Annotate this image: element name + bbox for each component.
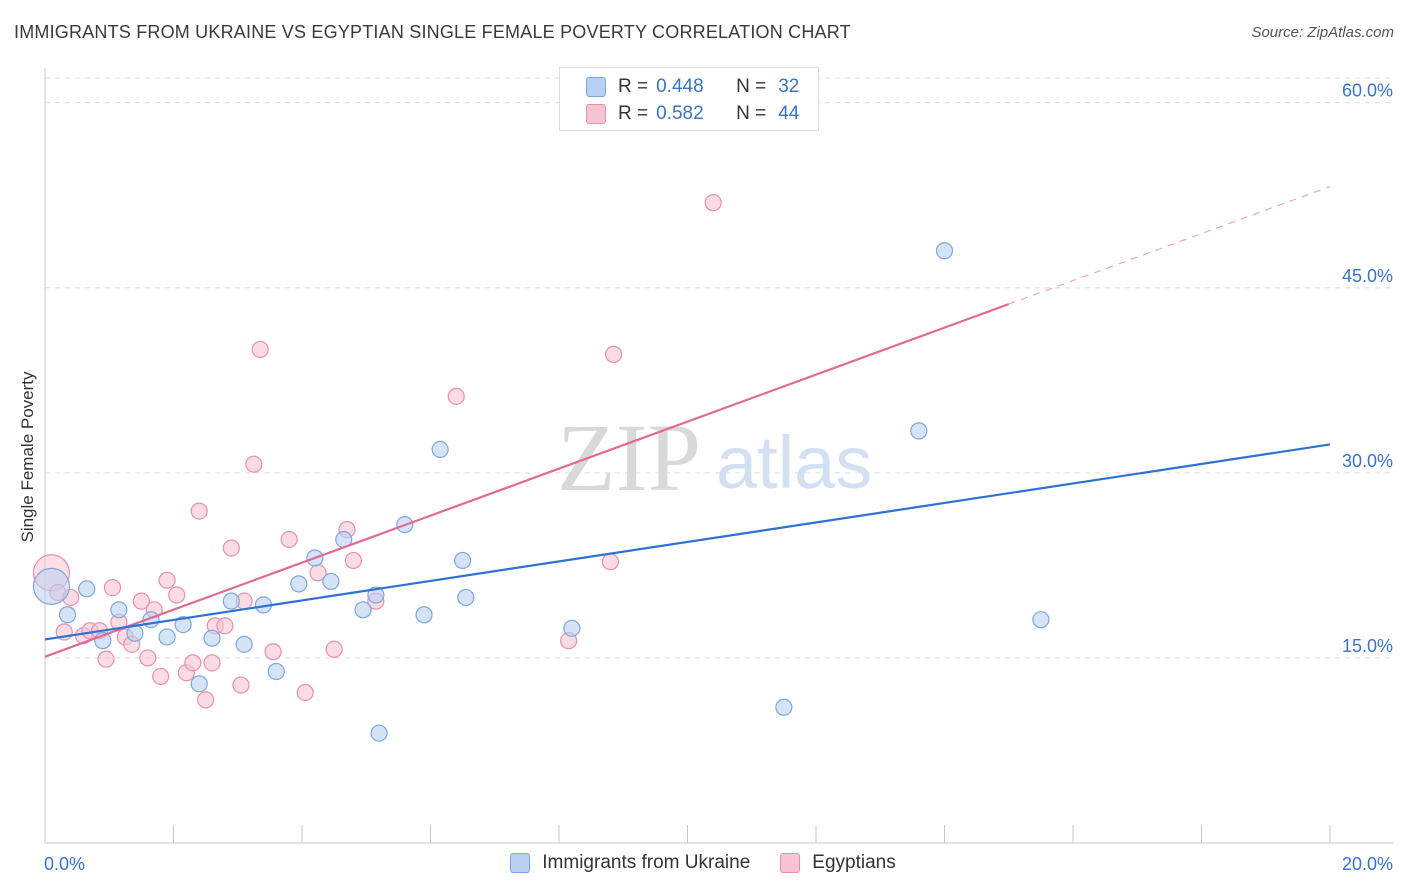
ukraine-point (110, 601, 128, 619)
ukraine-point (32, 567, 71, 605)
legend-label-egyptians: Egyptians (812, 852, 896, 873)
ukraine-trend-line (44, 443, 1331, 641)
ukraine-point (1032, 611, 1050, 629)
correlation-legend: R = 0.448 N = 32 R = 0.582 N = 44 (559, 67, 819, 131)
chart-title: IMMIGRANTS FROM UKRAINE VS EGYPTIAN SING… (14, 22, 851, 42)
y-tick-label: 60.0% (1342, 81, 1393, 101)
egyptians-point (158, 571, 176, 589)
legend-row-egyptians: R = 0.582 N = 44 (586, 102, 799, 126)
legend-row-ukraine: R = 0.448 N = 32 (586, 75, 799, 99)
ukraine-point (935, 242, 954, 260)
egyptians-point (132, 592, 150, 610)
egyptians-point (168, 586, 186, 604)
ukraine-point (354, 601, 372, 619)
egyptians-point (97, 650, 115, 668)
series-legend: Immigrants from Ukraine Egyptians (0, 852, 1406, 874)
trend-lines (44, 186, 1331, 658)
ukraine-point (235, 635, 253, 653)
egyptians-point (704, 194, 722, 212)
n-value: 32 (778, 76, 800, 97)
axes (44, 68, 1393, 844)
watermark-atlas: atlas (716, 421, 872, 504)
egyptians-trend-line (44, 303, 1010, 658)
egyptians-point (203, 654, 221, 672)
ukraine-point (203, 629, 221, 647)
watermark: ZIP atlas (557, 404, 872, 511)
egyptians-point (325, 640, 343, 658)
r-label: R = (618, 76, 649, 97)
ukraine-swatch (510, 853, 531, 873)
ukraine-point (58, 606, 77, 624)
egyptians-point (264, 643, 282, 661)
egyptians-point (344, 551, 362, 570)
egyptians-point (152, 667, 170, 686)
egyptians-point (296, 683, 314, 702)
r-label: R = (618, 103, 649, 124)
y-tick-label: 30.0% (1342, 451, 1393, 471)
ukraine-point (78, 580, 96, 598)
egyptians-point (251, 340, 269, 359)
egyptians-point (190, 502, 208, 520)
egyptians-swatch (780, 853, 801, 873)
ukraine-point (415, 606, 433, 624)
ukraine-point (775, 698, 793, 716)
egyptians-point (103, 578, 122, 597)
ukraine-point (267, 662, 285, 681)
y-tick-label: 15.0% (1342, 636, 1393, 656)
ukraine-point (290, 575, 308, 593)
egyptians-point (139, 649, 157, 667)
egyptians-swatch (586, 104, 606, 124)
egyptians-point (232, 676, 250, 694)
ukraine-point (457, 588, 475, 607)
y-tick-label: 45.0% (1342, 266, 1393, 286)
egyptians-point (280, 530, 298, 549)
watermark-zip: ZIP (557, 404, 701, 511)
egyptians-point (184, 654, 202, 672)
source-label: Source: ZipAtlas.com (1251, 24, 1394, 41)
ukraine-point (563, 619, 581, 637)
ukraine-point (222, 592, 240, 610)
egyptians-point (197, 691, 215, 709)
y-axis-label: Single Female Poverty (18, 371, 37, 543)
n-label: N = (736, 76, 767, 97)
gridlines (45, 77, 1393, 659)
n-label: N = (736, 103, 767, 124)
egyptians-trend-extension (1008, 186, 1331, 305)
ukraine-point (190, 675, 208, 693)
ukraine-point (367, 586, 385, 604)
ukraine-swatch (586, 77, 606, 97)
x-tick-label: 0.0% (44, 854, 85, 874)
r-value: 0.582 (656, 103, 704, 124)
ukraine-point (431, 440, 449, 458)
egyptians-point (601, 553, 620, 571)
ukraine-point (158, 628, 176, 646)
ukraine-points (32, 242, 1050, 742)
legend-item-egyptians[interactable]: Egyptians (780, 852, 896, 874)
ukraine-point (370, 724, 388, 742)
ukraine-point (322, 572, 340, 591)
egyptians-point (216, 617, 234, 635)
ukraine-point (174, 616, 192, 634)
n-value: 44 (778, 103, 800, 124)
egyptians-point (605, 345, 623, 363)
x-tick-label: 20.0% (1342, 854, 1393, 874)
ukraine-point (910, 422, 928, 440)
egyptians-point (245, 455, 263, 473)
egyptians-point (222, 539, 240, 557)
tick-labels: 15.0% 30.0% 45.0% 60.0% 0.0% 20.0% (44, 81, 1393, 874)
legend-item-ukraine[interactable]: Immigrants from Ukraine (510, 852, 750, 874)
legend-label-ukraine: Immigrants from Ukraine (542, 852, 751, 873)
egyptians-point (447, 387, 465, 405)
r-value: 0.448 (656, 76, 704, 97)
ukraine-point (454, 551, 472, 570)
